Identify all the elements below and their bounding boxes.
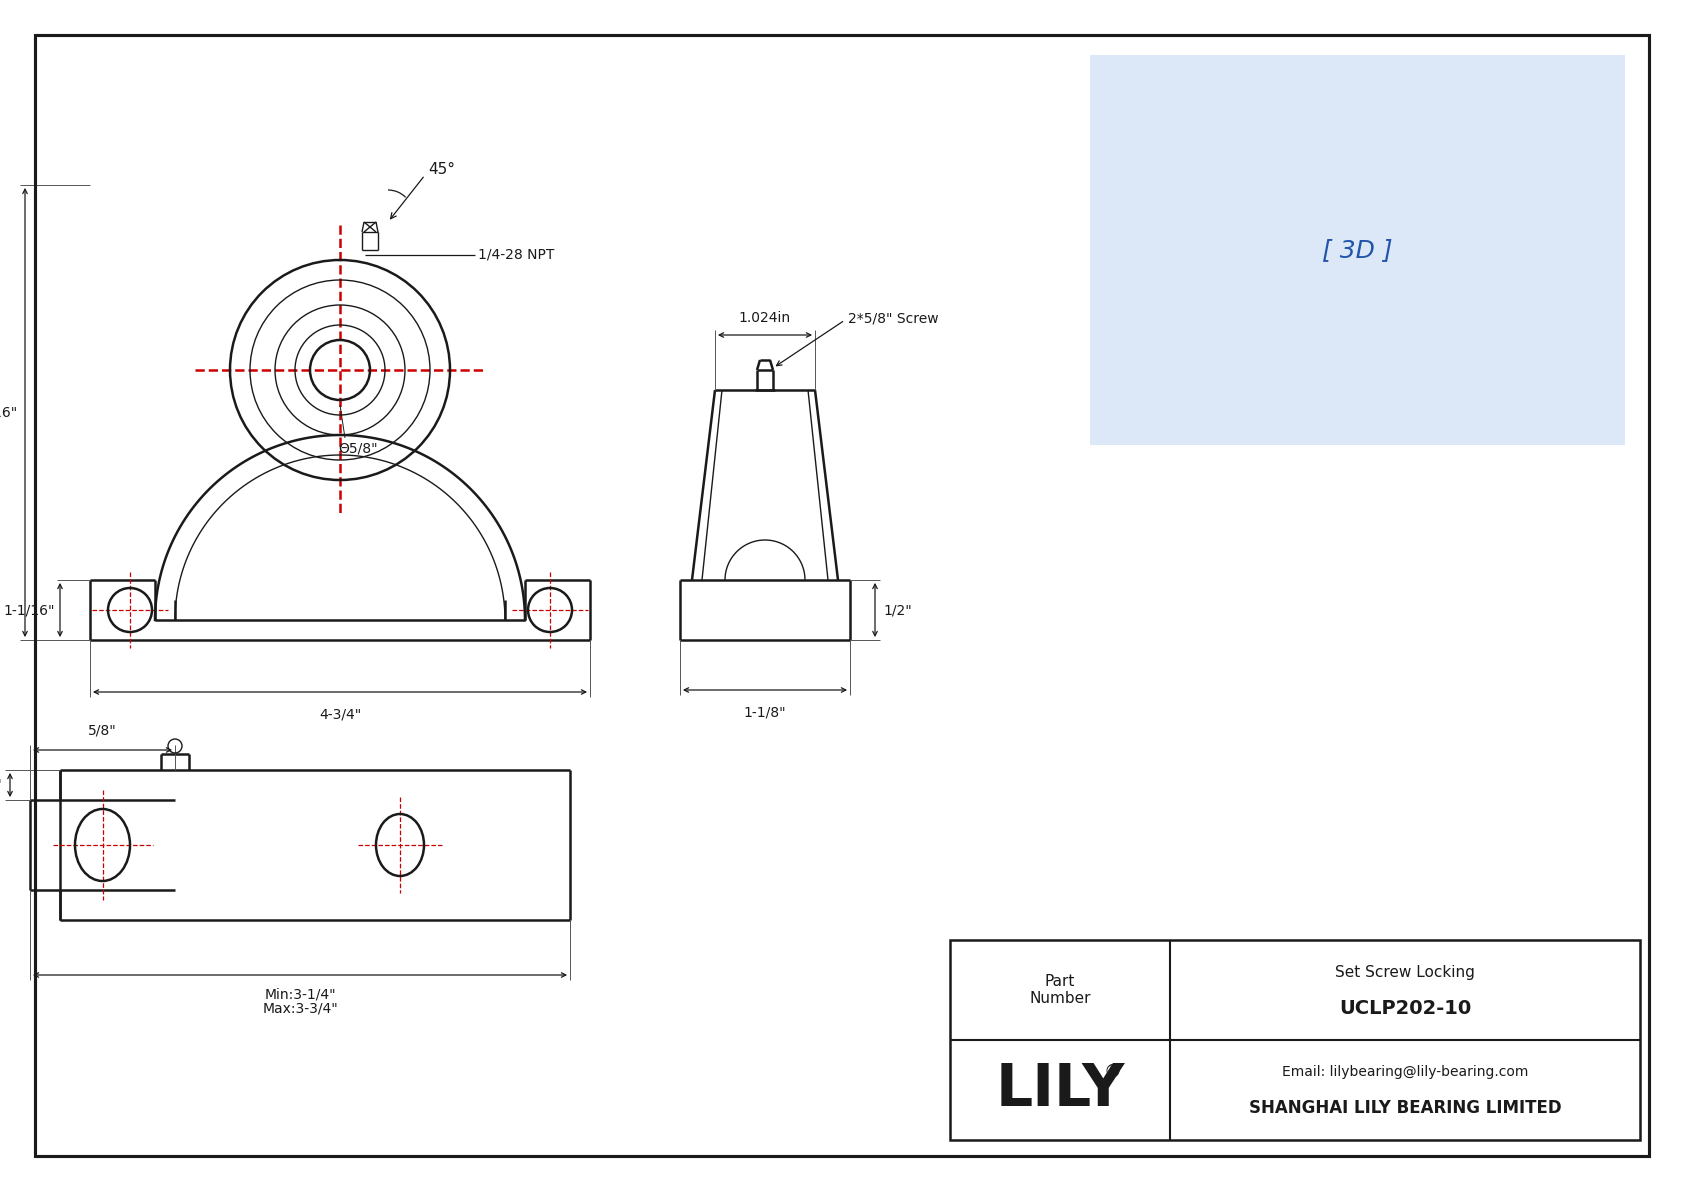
Text: 5/8": 5/8" <box>88 724 116 738</box>
Text: UCLP202-10: UCLP202-10 <box>1339 998 1472 1017</box>
Text: 1/2": 1/2" <box>882 603 911 617</box>
Text: 45°: 45° <box>428 162 455 177</box>
Text: LILY: LILY <box>995 1061 1125 1118</box>
Text: [ 3D ]: [ 3D ] <box>1322 238 1393 262</box>
Text: 4-3/4": 4-3/4" <box>318 707 360 722</box>
Text: 1/2": 1/2" <box>0 778 2 792</box>
Text: Min:3-1/4": Min:3-1/4" <box>264 987 335 1000</box>
Text: ®: ® <box>1103 1064 1122 1081</box>
Text: Max:3-3/4": Max:3-3/4" <box>263 1000 338 1015</box>
Text: SHANGHAI LILY BEARING LIMITED: SHANGHAI LILY BEARING LIMITED <box>1250 1099 1561 1117</box>
Bar <box>950 940 1640 1140</box>
Text: 1-1/16": 1-1/16" <box>3 603 56 617</box>
Text: Θ5/8": Θ5/8" <box>338 442 377 456</box>
Text: Email: lilybearing@lily-bearing.com: Email: lilybearing@lily-bearing.com <box>1282 1065 1527 1079</box>
Text: 1/4-28 NPT: 1/4-28 NPT <box>478 248 554 262</box>
Text: 2*5/8" Screw: 2*5/8" Screw <box>849 311 938 325</box>
Bar <box>1090 55 1625 445</box>
Text: Part
Number: Part Number <box>1029 974 1091 1006</box>
Text: 2-3/16": 2-3/16" <box>0 405 17 419</box>
Text: 1-1/8": 1-1/8" <box>744 706 786 721</box>
Text: Set Screw Locking: Set Screw Locking <box>1335 965 1475 979</box>
Text: 1.024in: 1.024in <box>739 311 791 325</box>
